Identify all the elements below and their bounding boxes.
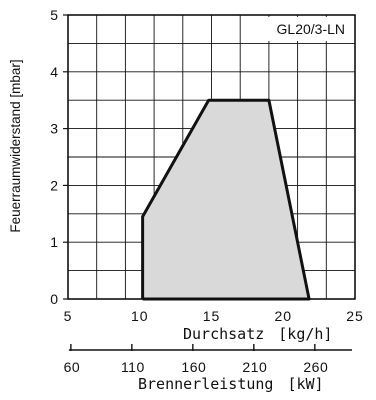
plot-frame bbox=[67, 14, 356, 300]
secondary-axis-label: Brennerleistung bbox=[138, 375, 273, 393]
model-label: GL20/3-LN bbox=[277, 21, 345, 37]
x-tick-labels: 5 10 15 20 25 bbox=[64, 308, 364, 324]
y-tick-label: 3 bbox=[50, 121, 58, 137]
secondary-tick-label: 260 bbox=[303, 359, 328, 375]
secondary-tick-label: 110 bbox=[121, 359, 145, 375]
secondary-tick-label: 60 bbox=[64, 359, 81, 375]
secondary-tick-label: 210 bbox=[242, 359, 267, 375]
model-label-box: GL20/3-LN bbox=[252, 17, 353, 41]
x-axis-unit: [kg/h] bbox=[278, 325, 332, 343]
x-axis-title: Durchsatz [kg/h] bbox=[183, 325, 332, 343]
y-tick-label: 1 bbox=[50, 234, 58, 250]
operating-range-area bbox=[142, 100, 310, 299]
secondary-axis-ticks: 60 110 160 210 260 bbox=[64, 344, 328, 375]
x-tick-label: 25 bbox=[346, 308, 364, 324]
x-tick-label: 15 bbox=[203, 308, 221, 324]
y-axis-title: Feuerraumwiderstand [mbar] bbox=[8, 59, 23, 232]
y-tick-label: 5 bbox=[50, 7, 58, 23]
y-tick-labels: 0 1 2 3 4 5 bbox=[50, 7, 68, 307]
x-tick-label: 10 bbox=[131, 308, 149, 324]
y-tick-label: 0 bbox=[50, 291, 58, 307]
y-tick-label: 4 bbox=[50, 64, 58, 80]
x-tick-label: 5 bbox=[64, 308, 73, 324]
y-tick-label: 2 bbox=[50, 177, 58, 193]
x-tick-label: 20 bbox=[274, 308, 292, 324]
x-axis-label: Durchsatz bbox=[183, 325, 264, 343]
secondary-tick-label: 160 bbox=[181, 359, 206, 375]
secondary-axis-title: Brennerleistung [kW] bbox=[138, 375, 324, 393]
secondary-axis-unit: [kW] bbox=[287, 375, 323, 393]
